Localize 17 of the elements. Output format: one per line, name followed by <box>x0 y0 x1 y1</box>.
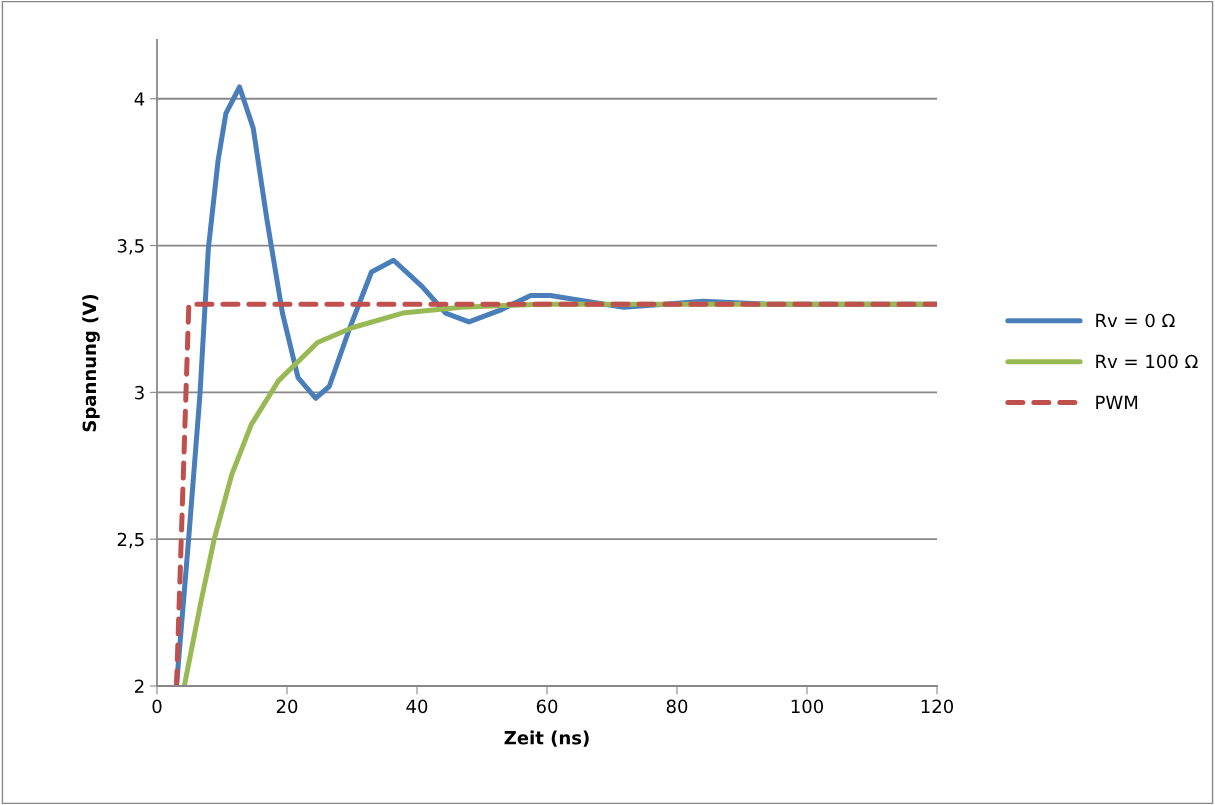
y-tick-label: 2 <box>135 679 144 693</box>
x-tick-label: 120 <box>921 699 954 714</box>
x-tick-label: 0 <box>152 699 162 714</box>
legend-label: Rv = 0 Ω <box>1096 313 1175 328</box>
y-tick-label: 3,5 <box>117 239 144 255</box>
x-tick-label: 80 <box>666 699 688 714</box>
x-tick-label: 40 <box>406 699 428 714</box>
legend-label: PWM <box>1096 395 1138 409</box>
y-tick-label: 2,5 <box>117 532 144 549</box>
legend-label: Rv = 100 Ω <box>1096 354 1198 369</box>
x-axis-title: Zeit (ns) <box>504 730 589 747</box>
x-tick-label: 100 <box>791 699 824 714</box>
y-tick-label: 3 <box>135 385 144 400</box>
x-tick-label: 60 <box>536 699 558 714</box>
x-tick-label: 20 <box>276 699 298 714</box>
y-axis-title: Spannung (V) <box>82 294 100 432</box>
y-tick-label: 4 <box>134 92 145 106</box>
